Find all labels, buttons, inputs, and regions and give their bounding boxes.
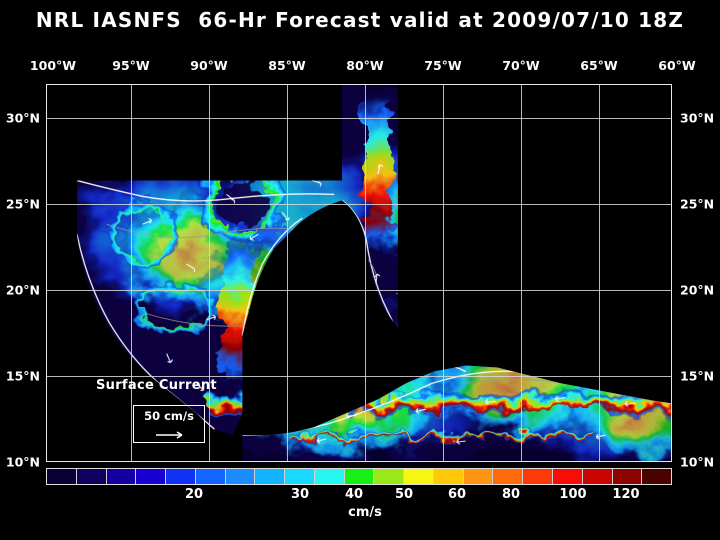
ocean-current-heatmap xyxy=(76,85,671,461)
colorbar-cell-15 xyxy=(493,469,524,484)
gridline-vertical xyxy=(365,85,366,461)
x-axis-tick-2: 90°W xyxy=(190,58,228,73)
colorbar-cell-16 xyxy=(523,469,554,484)
y-axis-tick-left-1: 25°N xyxy=(5,196,40,212)
colorbar-tick-5: 80 xyxy=(501,487,521,502)
colorbar-cell-17 xyxy=(553,469,583,484)
gridline-vertical xyxy=(443,85,444,461)
colorbar-cell-12 xyxy=(404,469,434,484)
colorbar-cell-5 xyxy=(195,469,226,484)
colorbar-cell-19 xyxy=(612,469,643,484)
surface-current-legend-title: Surface Current xyxy=(96,378,217,393)
colorbar-tick-6: 100 xyxy=(559,487,587,502)
colorbar-cell-11 xyxy=(374,469,405,484)
colorbar-tick-7: 120 xyxy=(612,487,640,502)
colorbar-unit-label: cm/s xyxy=(348,505,382,520)
colorbar-cell-7 xyxy=(255,469,286,484)
colorbar-cell-14 xyxy=(463,469,494,484)
x-axis-tick-5: 75°W xyxy=(424,58,462,73)
colorbar-cell-3 xyxy=(136,469,167,484)
colorbar-tick-3: 50 xyxy=(394,487,414,502)
colorbar-cell-8 xyxy=(285,469,315,484)
colorbar[interactable] xyxy=(46,468,672,485)
vector-scale-box: 50 cm/s xyxy=(133,405,205,443)
colorbar-cell-0 xyxy=(47,469,77,484)
x-axis-tick-7: 65°W xyxy=(580,58,618,73)
x-axis-tick-6: 70°W xyxy=(502,58,540,73)
y-axis-tick-left-2: 20°N xyxy=(5,282,40,298)
y-axis-tick-right-1: 25°N xyxy=(680,196,715,212)
y-axis-tick-right-4: 10°N xyxy=(680,454,715,470)
colorbar-cell-1 xyxy=(76,469,107,484)
colorbar-cell-18 xyxy=(582,469,613,484)
gridline-vertical xyxy=(131,85,132,461)
y-axis-tick-right-0: 30°N xyxy=(680,110,715,126)
gridline-vertical xyxy=(521,85,522,461)
colorbar-tick-1: 30 xyxy=(290,487,310,502)
colorbar-tick-4: 60 xyxy=(447,487,467,502)
y-axis-tick-right-2: 20°N xyxy=(680,282,715,298)
y-axis-tick-left-4: 10°N xyxy=(5,454,40,470)
colorbar-cell-4 xyxy=(166,469,196,484)
gridline-horizontal xyxy=(47,290,671,291)
colorbar-cell-13 xyxy=(433,469,464,484)
y-axis-tick-left-3: 15°N xyxy=(5,368,40,384)
x-axis-tick-1: 95°W xyxy=(112,58,150,73)
colorbar-cell-10 xyxy=(344,469,375,484)
colorbar-tick-0: 20 xyxy=(184,487,204,502)
y-axis-tick-left-0: 30°N xyxy=(5,110,40,126)
map-plot-area[interactable] xyxy=(46,84,672,462)
x-axis-tick-8: 60°W xyxy=(658,58,696,73)
current-speed-field xyxy=(47,85,671,461)
x-axis-tick-0: 100°W xyxy=(29,58,77,73)
colorbar-cell-6 xyxy=(225,469,256,484)
gridline-vertical xyxy=(209,85,210,461)
colorbar-cell-2 xyxy=(106,469,137,484)
colorbar-tick-2: 40 xyxy=(344,487,364,502)
gridline-vertical xyxy=(287,85,288,461)
gridline-horizontal xyxy=(47,118,671,119)
colorbar-cell-9 xyxy=(314,469,345,484)
colorbar-cell-20 xyxy=(642,469,672,484)
x-axis-tick-3: 85°W xyxy=(268,58,306,73)
gridline-horizontal xyxy=(47,376,671,377)
x-axis-tick-4: 80°W xyxy=(346,58,384,73)
page-title: NRL IASNFS 66-Hr Forecast valid at 2009/… xyxy=(35,8,685,32)
vector-scale-label: 50 cm/s xyxy=(144,409,194,423)
gridline-horizontal xyxy=(47,204,671,205)
right-arrow-icon xyxy=(134,427,204,441)
gridline-vertical xyxy=(599,85,600,461)
y-axis-tick-right-3: 15°N xyxy=(680,368,715,384)
